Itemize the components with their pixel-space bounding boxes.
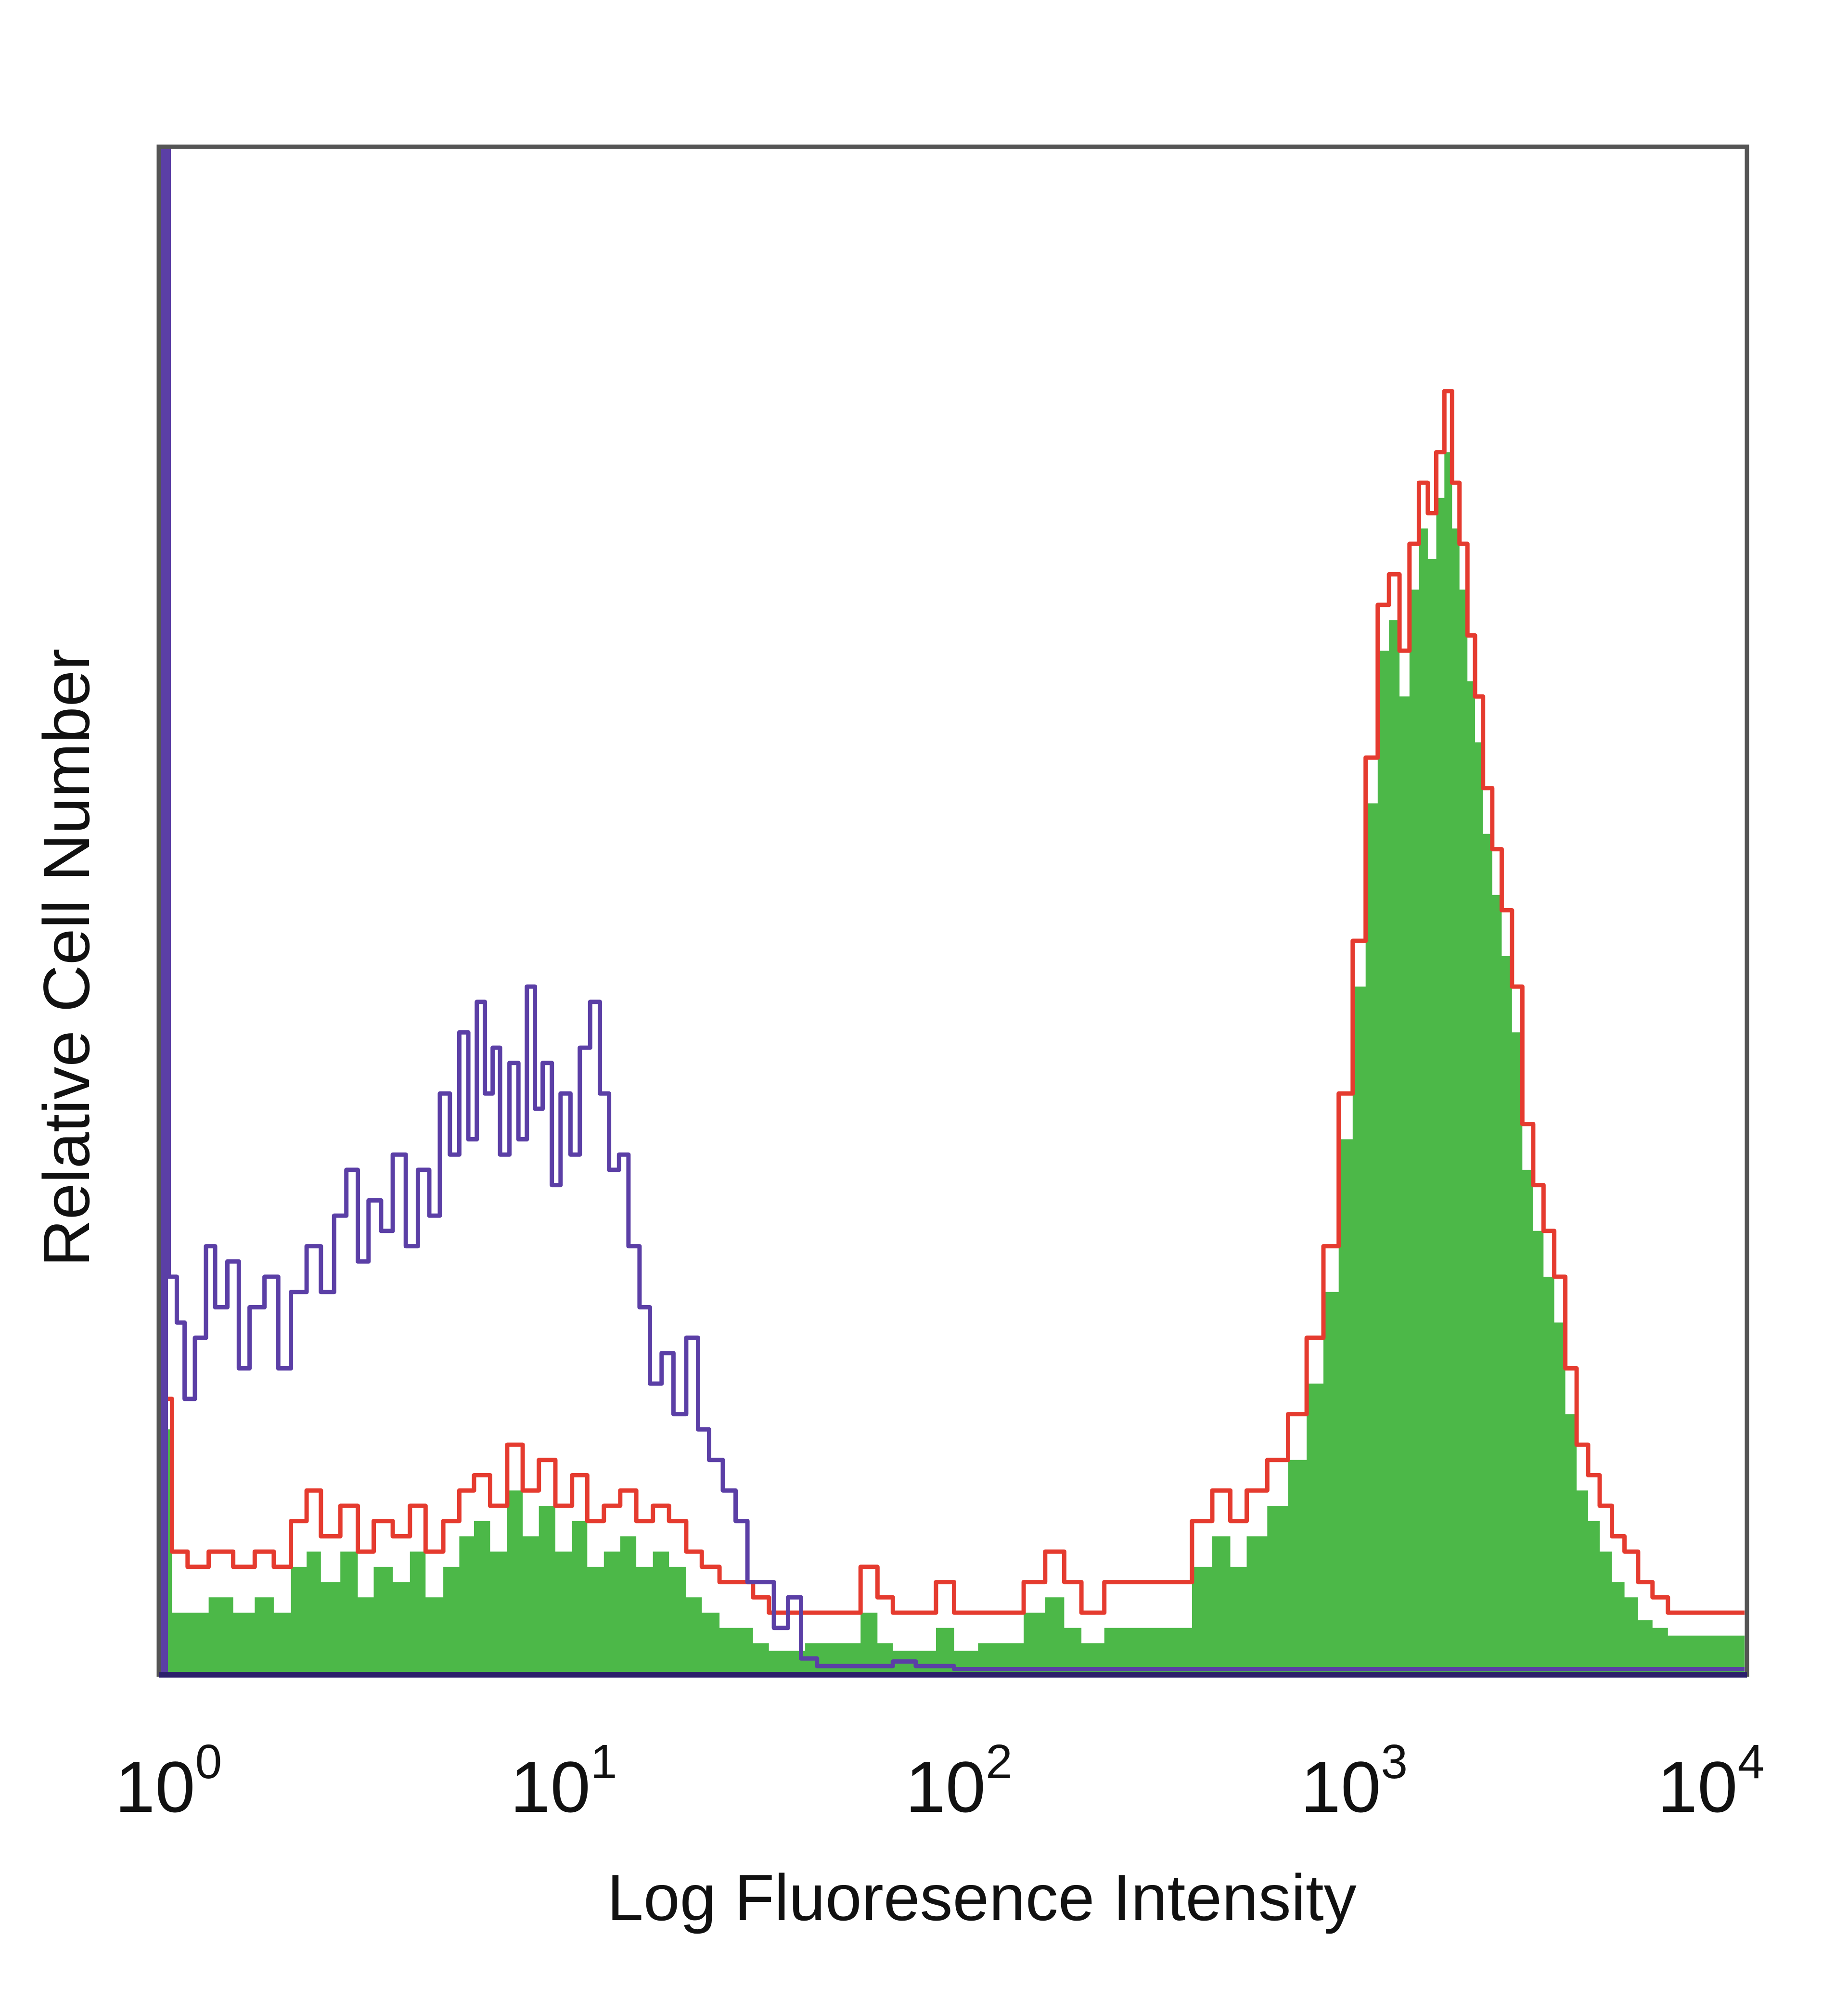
x-tick-exponent: 4 [1738,1735,1765,1789]
x-tick-exponent: 1 [590,1735,617,1789]
x-tick-labels: 100 101 102 103 104 [115,1735,1764,1827]
x-tick-label: 101 [510,1735,617,1827]
y-axis-title: Relative Cell Number [30,649,103,1267]
x-tick-label: 102 [905,1735,1012,1827]
histogram-series-1 [161,389,1745,1674]
x-tick-exponent: 3 [1381,1735,1408,1789]
histogram-series-0 [161,144,1745,1674]
x-axis-title: Log Fluoresence Intensity [607,1861,1356,1934]
x-tick-label: 104 [1657,1735,1764,1827]
x-tick-label: 100 [115,1735,222,1827]
x-tick-exponent: 0 [195,1735,222,1789]
x-tick-base: 10 [905,1746,986,1827]
x-tick-base: 10 [510,1746,590,1827]
x-tick-exponent: 2 [986,1735,1013,1789]
x-tick-base: 10 [1657,1746,1738,1827]
histogram-series-2 [164,452,1745,1674]
x-tick-label: 103 [1301,1735,1408,1827]
series-layer [157,144,1745,1674]
x-tick-base: 10 [115,1746,195,1827]
x-tick-base: 10 [1301,1746,1381,1827]
